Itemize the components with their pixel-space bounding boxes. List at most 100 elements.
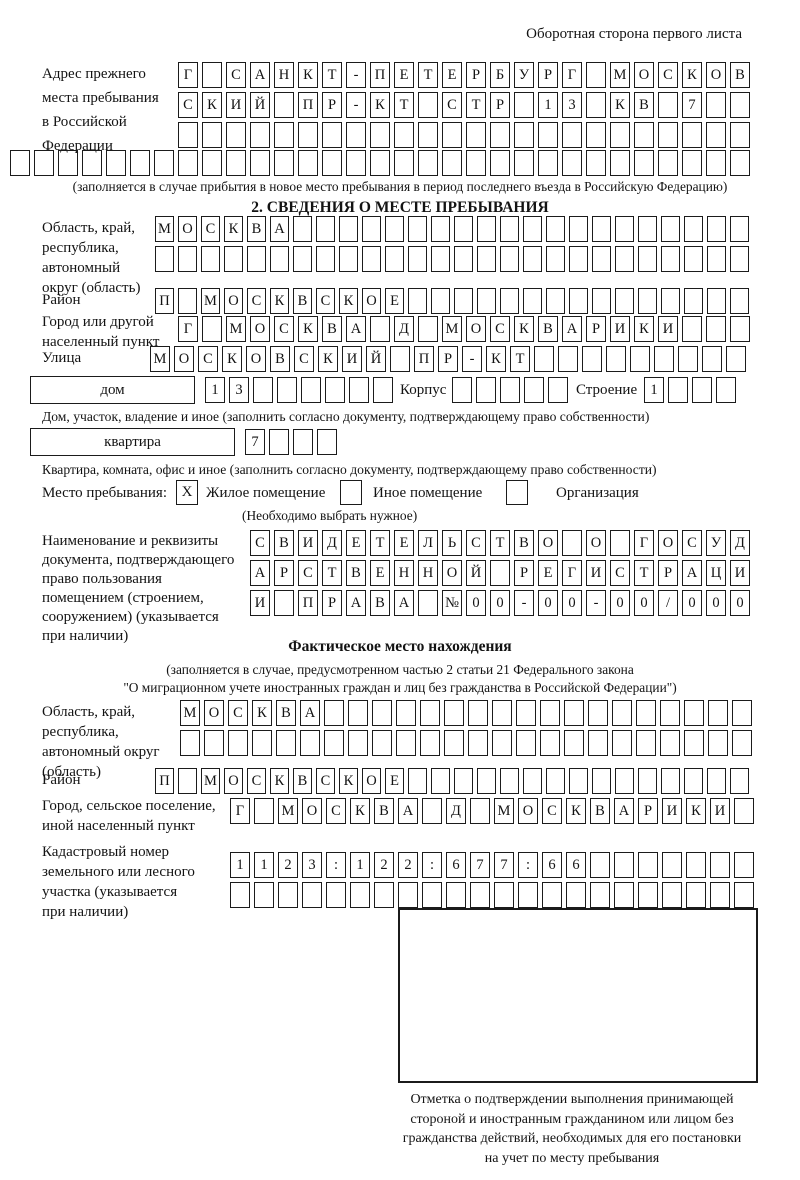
stroenie-label: Строение [576,382,638,398]
char-box [418,150,438,176]
char-box [707,288,726,314]
char-box: / [658,590,678,616]
char-box: О [634,62,654,88]
char-box: Н [418,560,438,586]
char-box [558,346,578,372]
char-box [350,882,370,908]
char-box [34,150,54,176]
char-box: Е [346,530,366,556]
char-box [202,316,222,342]
char-box [562,530,582,556]
char-box: О [178,216,197,242]
char-box [518,882,538,908]
char-box [730,288,749,314]
char-box: Й [366,346,386,372]
char-box [394,122,414,148]
char-box: К [370,92,390,118]
char-box [362,216,381,242]
char-box: Н [394,560,414,586]
char-box [226,150,246,176]
char-box [316,216,335,242]
char-box [523,768,542,794]
char-box: 6 [542,852,562,878]
char-box [322,122,342,148]
char-box [516,700,536,726]
char-box [418,590,438,616]
char-box [524,377,544,403]
char-box: О [224,768,243,794]
char-box [523,216,542,242]
char-box [431,768,450,794]
char-box [408,216,427,242]
char-box [476,377,496,403]
char-box [202,122,222,148]
char-box [468,700,488,726]
char-box: Г [178,316,198,342]
char-box [682,122,702,148]
char-box: 0 [538,590,558,616]
char-box [247,246,266,272]
char-box [668,377,688,403]
char-box: С [490,316,510,342]
char-box [394,150,414,176]
house-caption: Дом, участок, владение и иное (заполнить… [42,409,650,424]
char-box: К [224,216,243,242]
char-box [730,216,749,242]
label-line: в Российской [42,114,127,130]
char-box [178,122,198,148]
char-box [370,150,390,176]
char-box [569,246,588,272]
char-box: 7 [470,852,490,878]
char-box [707,768,726,794]
char-box: 2 [278,852,298,878]
label-line: земельного или лесного [42,864,195,880]
char-box: Р [586,316,606,342]
char-box [202,150,222,176]
char-box: О [466,316,486,342]
char-box [588,700,608,726]
char-box: И [710,798,730,824]
char-box: О [302,798,322,824]
char-box: Е [385,288,404,314]
char-box [708,700,728,726]
char-box: 0 [706,590,726,616]
char-box: 1 [644,377,664,403]
label-line: Адрес прежнего [42,66,146,82]
char-box [661,768,680,794]
char-box [298,150,318,176]
char-box: В [346,560,366,586]
char-box: П [370,62,390,88]
char-box: С [442,92,462,118]
char-box [180,730,200,756]
char-box [178,768,197,794]
label-line: Город или другой [42,314,154,330]
char-box: К [566,798,586,824]
char-box [154,150,174,176]
char-box [614,852,634,878]
char-box [370,122,390,148]
char-box: Т [634,560,654,586]
actual-oblast-row-2 [180,730,752,756]
char-box [326,882,346,908]
label-line: участка (указывается [42,884,178,900]
char-box [390,346,410,372]
char-box: Т [490,530,510,556]
char-box: К [298,316,318,342]
label-line: республика, [42,240,119,256]
char-box [373,377,393,403]
char-box [542,882,562,908]
char-box: С [247,768,266,794]
char-box [662,852,682,878]
char-box [422,798,442,824]
char-box [253,377,273,403]
char-box [293,216,312,242]
char-box: 1 [538,92,558,118]
char-box: К [202,92,222,118]
char-box: 6 [446,852,466,878]
checkbox-residential: X [176,480,198,505]
char-box: М [226,316,246,342]
char-box [500,216,519,242]
